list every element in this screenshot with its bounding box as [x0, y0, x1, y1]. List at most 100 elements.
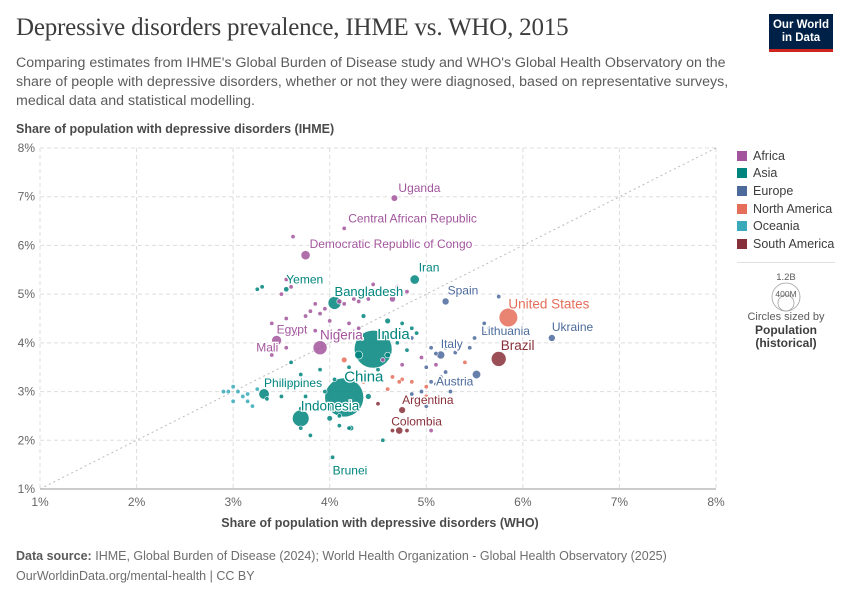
data-point[interactable]	[327, 318, 333, 324]
data-point[interactable]	[278, 291, 284, 297]
data-point[interactable]	[300, 250, 311, 261]
data-point[interactable]	[249, 403, 255, 409]
data-point[interactable]	[389, 295, 396, 303]
data-point[interactable]	[235, 389, 241, 395]
data-point[interactable]	[385, 386, 391, 392]
data-point[interactable]	[365, 393, 372, 400]
data-point[interactable]	[278, 393, 284, 399]
data-point[interactable]	[317, 403, 323, 409]
data-point[interactable]	[269, 320, 275, 326]
data-point[interactable]	[399, 320, 405, 326]
data-point[interactable]	[230, 398, 236, 404]
data-point[interactable]	[317, 367, 323, 373]
data-point[interactable]	[341, 301, 347, 307]
data-point[interactable]	[330, 454, 336, 460]
data-point[interactable]	[346, 364, 352, 370]
data-point[interactable]	[220, 389, 226, 395]
data-point[interactable]	[423, 364, 429, 370]
data-point[interactable]	[336, 298, 343, 305]
data-point[interactable]	[326, 415, 333, 422]
data-point[interactable]	[288, 381, 294, 387]
data-point[interactable]	[467, 345, 473, 351]
data-point[interactable]	[384, 317, 391, 325]
data-point[interactable]	[548, 334, 556, 342]
data-point[interactable]	[394, 340, 400, 346]
data-point[interactable]	[264, 396, 270, 402]
data-point[interactable]	[486, 325, 492, 331]
data-point[interactable]	[288, 359, 294, 365]
data-point[interactable]	[409, 274, 420, 285]
data-point[interactable]	[409, 391, 415, 397]
data-point[interactable]	[336, 423, 342, 429]
data-point[interactable]	[399, 362, 405, 368]
data-point[interactable]	[312, 340, 328, 356]
data-point[interactable]	[409, 379, 415, 385]
data-point[interactable]	[380, 437, 386, 443]
data-point[interactable]	[230, 384, 236, 390]
data-point[interactable]	[457, 376, 463, 382]
data-point[interactable]	[317, 311, 323, 317]
data-point[interactable]	[428, 345, 434, 351]
data-point[interactable]	[428, 379, 434, 385]
data-point[interactable]	[307, 432, 313, 438]
legend[interactable]: Africa Asia Europe North America Oceania Sout…	[737, 147, 834, 253]
data-point[interactable]	[384, 351, 391, 359]
legend-item[interactable]: Oceania	[737, 217, 834, 235]
data-point[interactable]	[293, 330, 299, 336]
data-point[interactable]	[322, 389, 328, 395]
legend-item[interactable]: Europe	[737, 182, 834, 200]
data-point[interactable]	[341, 356, 348, 364]
data-point[interactable]	[394, 284, 400, 290]
data-points[interactable]	[220, 194, 556, 460]
data-point[interactable]	[327, 333, 333, 339]
data-point[interactable]	[472, 335, 478, 341]
data-point[interactable]	[462, 359, 468, 365]
data-point[interactable]	[360, 313, 367, 319]
data-point[interactable]	[341, 225, 347, 231]
data-point[interactable]	[298, 372, 304, 378]
data-point[interactable]	[245, 398, 251, 404]
data-point[interactable]	[452, 350, 458, 356]
data-point[interactable]	[380, 357, 386, 363]
data-point[interactable]	[354, 350, 364, 360]
data-point[interactable]	[356, 298, 362, 304]
data-point[interactable]	[443, 369, 449, 375]
data-point[interactable]	[351, 296, 357, 302]
data-point[interactable]	[404, 428, 410, 434]
data-point[interactable]	[404, 289, 410, 295]
data-point[interactable]	[336, 328, 342, 334]
data-point[interactable]	[423, 403, 429, 409]
data-point[interactable]	[283, 277, 289, 283]
data-point[interactable]	[283, 315, 289, 321]
data-point[interactable]	[298, 425, 304, 431]
data-point[interactable]	[254, 286, 260, 292]
legend-item[interactable]: Asia	[737, 165, 834, 183]
data-point[interactable]	[271, 335, 282, 346]
data-point[interactable]	[312, 328, 318, 334]
data-point[interactable]	[303, 393, 309, 399]
data-point[interactable]	[370, 281, 376, 287]
data-point[interactable]	[269, 352, 275, 358]
data-point[interactable]	[490, 351, 507, 367]
data-point[interactable]	[418, 354, 424, 360]
data-point[interactable]	[409, 335, 415, 341]
legend-item[interactable]: Africa	[737, 147, 834, 165]
data-point[interactable]	[259, 284, 265, 290]
data-point[interactable]	[390, 194, 399, 202]
data-point[interactable]	[389, 428, 395, 434]
data-point[interactable]	[346, 425, 352, 431]
data-point[interactable]	[283, 345, 289, 351]
data-point[interactable]	[395, 426, 404, 435]
data-point[interactable]	[303, 313, 309, 319]
data-point[interactable]	[380, 291, 386, 297]
data-point[interactable]	[447, 389, 453, 395]
data-point[interactable]	[240, 393, 246, 399]
data-point[interactable]	[498, 307, 518, 328]
data-point[interactable]	[496, 294, 502, 300]
data-point[interactable]	[336, 413, 342, 419]
data-point[interactable]	[409, 325, 415, 331]
data-point[interactable]	[225, 389, 231, 395]
data-point[interactable]	[481, 330, 487, 336]
legend-item[interactable]: North America	[737, 200, 834, 218]
